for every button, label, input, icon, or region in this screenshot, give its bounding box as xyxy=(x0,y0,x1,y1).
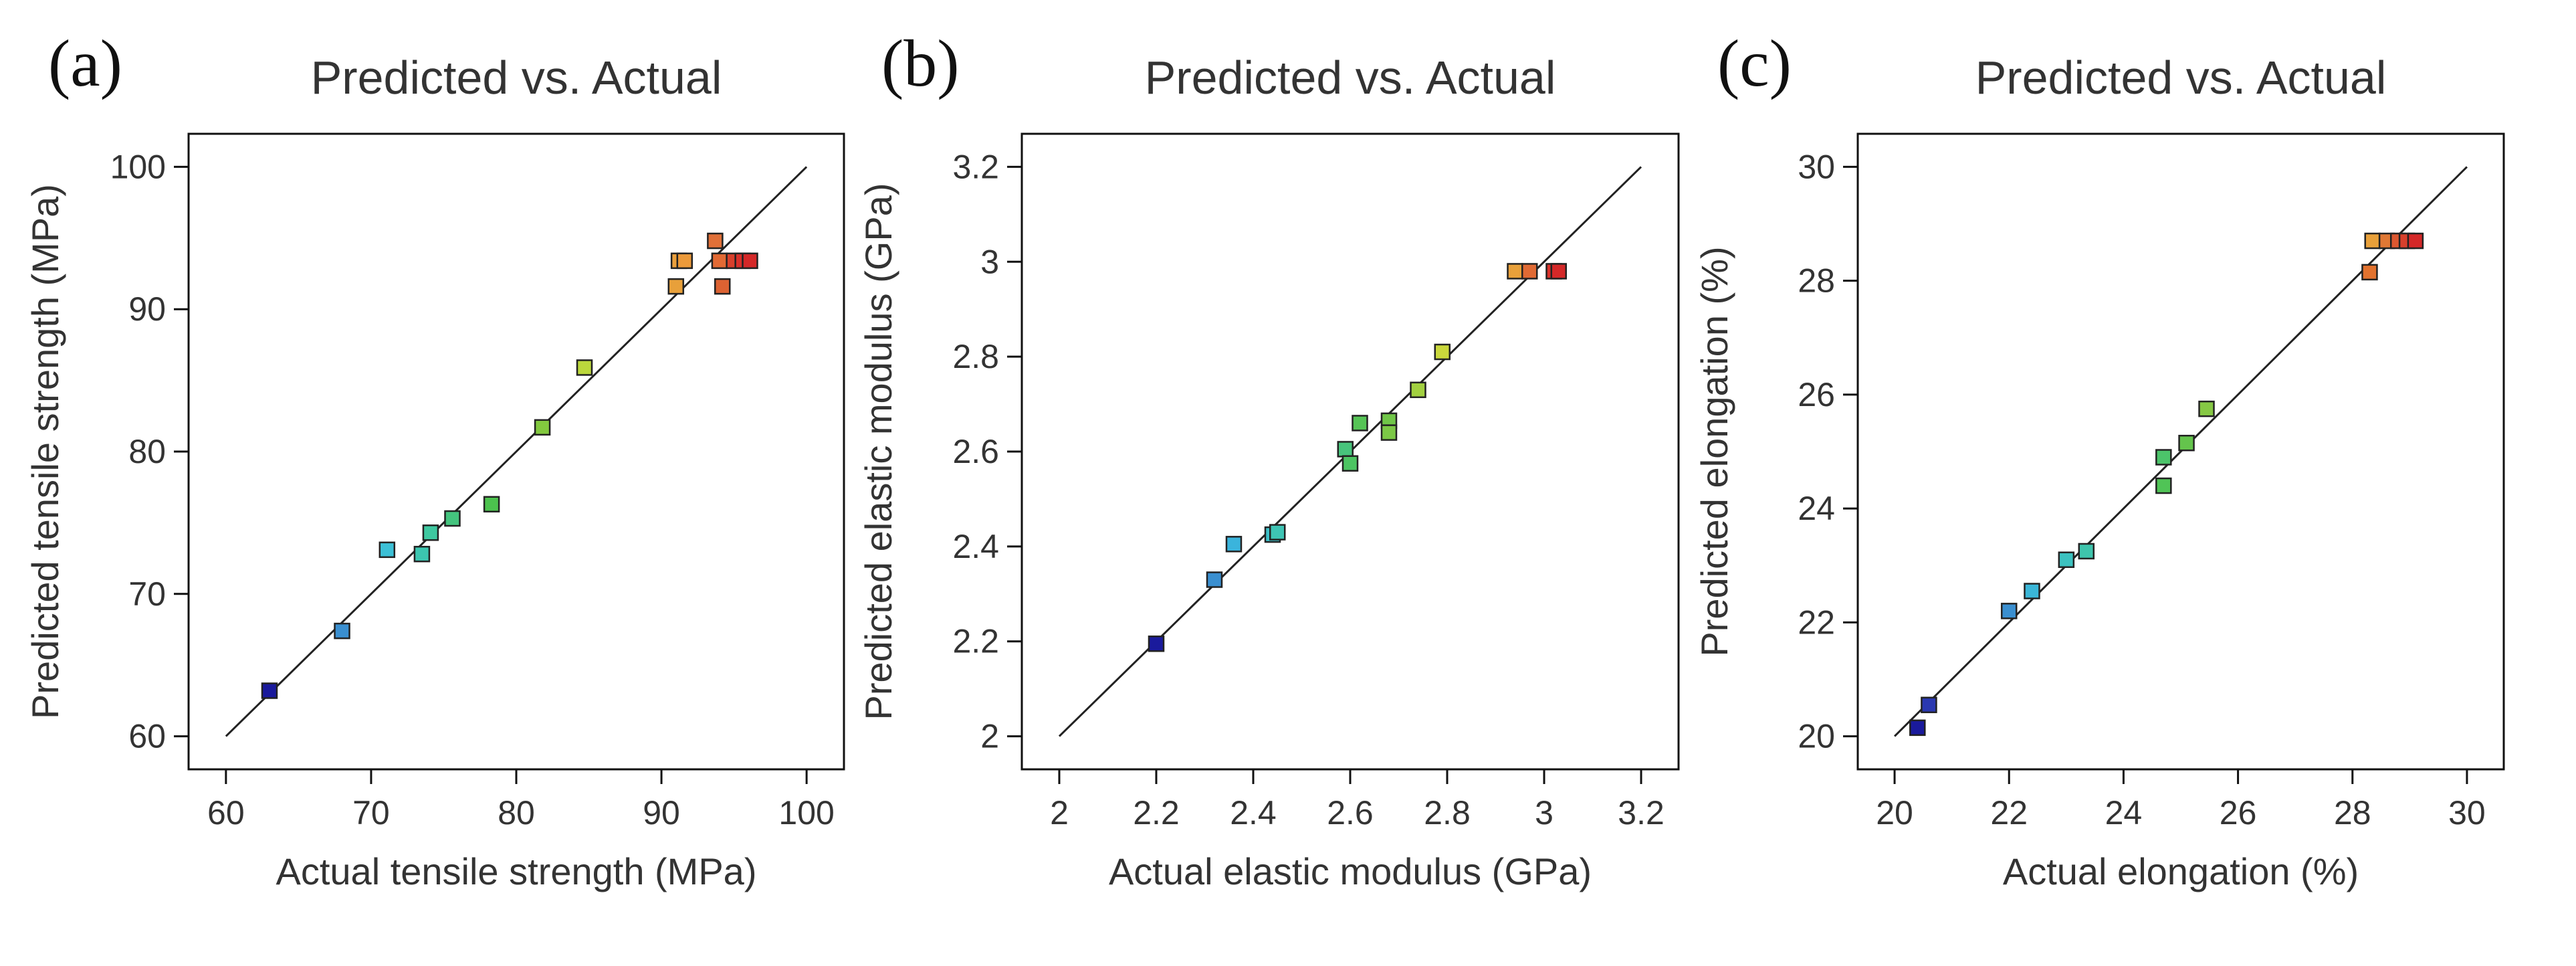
reference-line xyxy=(225,166,808,737)
data-point xyxy=(742,252,758,270)
x-tick-label: 80 xyxy=(498,794,535,832)
data-point xyxy=(1337,441,1354,458)
data-point xyxy=(1225,536,1243,553)
chart-title: Predicted vs. Actual xyxy=(1145,52,1556,104)
data-point xyxy=(707,232,724,250)
x-tick-label: 22 xyxy=(1990,794,2028,832)
data-point xyxy=(2058,551,2075,568)
data-point xyxy=(379,541,396,559)
data-point xyxy=(1380,424,1398,441)
y-tick-label: 80 xyxy=(128,433,166,470)
panel-label: (a) xyxy=(48,26,122,100)
data-point xyxy=(483,496,500,512)
data-point xyxy=(534,419,551,436)
y-tick-label: 90 xyxy=(128,290,166,328)
data-point xyxy=(576,359,593,376)
x-tick-label: 2.4 xyxy=(1230,794,1277,832)
data-point xyxy=(2078,543,2095,560)
y-tick-label: 3.2 xyxy=(952,148,999,185)
data-point xyxy=(413,545,431,563)
x-tick-label: 70 xyxy=(352,794,390,832)
y-axis-label: Predicted elastic modulus (GPa) xyxy=(857,183,899,720)
y-tick-label: 2.6 xyxy=(952,433,999,470)
data-point xyxy=(334,622,350,640)
data-point xyxy=(1410,381,1426,399)
data-point xyxy=(1341,455,1359,472)
y-tick-label: 30 xyxy=(1798,148,1835,185)
y-tick-label: 22 xyxy=(1798,603,1835,641)
data-point xyxy=(2198,400,2215,417)
data-point xyxy=(1507,263,1523,280)
x-tick-label: 90 xyxy=(643,794,680,832)
data-point xyxy=(2407,232,2424,250)
data-point xyxy=(261,682,278,699)
data-point xyxy=(2364,232,2381,250)
data-point xyxy=(667,278,685,295)
x-tick-label: 3.2 xyxy=(1618,794,1665,832)
x-tick-label: 26 xyxy=(2220,794,2257,832)
data-point xyxy=(1921,696,1937,714)
data-point xyxy=(714,278,731,295)
data-point xyxy=(2155,449,2172,466)
chart-panel-1: (a) Predicted vs. Actual 60 70 80 90 100 60 70 80… xyxy=(24,26,845,892)
y-tick-label: 24 xyxy=(1798,490,1835,527)
data-point xyxy=(711,252,728,270)
x-tick-label: 2.8 xyxy=(1424,794,1471,832)
x-tick-label: 100 xyxy=(778,794,834,832)
x-axis-label: Actual elastic modulus (GPa) xyxy=(1109,850,1592,892)
y-axis-label: Predicted tensile strength (MPa) xyxy=(24,184,66,719)
data-point xyxy=(1148,636,1165,652)
y-tick-label: 20 xyxy=(1798,718,1835,755)
y-tick-label: 70 xyxy=(128,575,166,613)
y-tick-label: 26 xyxy=(1798,376,1835,413)
data-point xyxy=(2024,583,2040,599)
plot-frame xyxy=(1856,132,2505,771)
x-tick-label: 60 xyxy=(207,794,245,832)
data-point xyxy=(444,510,461,527)
data-point xyxy=(1909,719,1926,737)
x-tick-label: 2.2 xyxy=(1133,794,1180,832)
y-tick-label: 28 xyxy=(1798,262,1835,300)
y-tick-label: 2 xyxy=(980,718,999,755)
x-tick-label: 30 xyxy=(2448,794,2486,832)
x-axis-label: Actual tensile strength (MPa) xyxy=(276,850,757,892)
reference-line xyxy=(1894,166,2468,737)
x-tick-label: 2 xyxy=(1050,794,1069,832)
data-point xyxy=(1352,415,1368,431)
data-point xyxy=(2361,264,2378,281)
data-point xyxy=(2000,603,2018,619)
data-point xyxy=(1434,343,1451,361)
data-point xyxy=(2155,477,2172,494)
panel-label: (c) xyxy=(1717,26,1792,100)
chart-title: Predicted vs. Actual xyxy=(1975,52,2387,104)
x-tick-label: 3 xyxy=(1535,794,1553,832)
data-point xyxy=(1550,263,1568,280)
y-tick-label: 60 xyxy=(128,718,166,755)
x-tick-label: 2.6 xyxy=(1327,794,1374,832)
chart-panel-2: (b) Predicted vs. Actual 2 2.2 2.4 2.6 2.8 3 3.2… xyxy=(857,26,1680,892)
chart-title: Predicted vs. Actual xyxy=(311,52,722,104)
data-point xyxy=(676,252,693,270)
x-tick-label: 24 xyxy=(2105,794,2143,832)
data-point xyxy=(1269,524,1286,541)
y-tick-label: 2.2 xyxy=(952,623,999,660)
data-point xyxy=(2178,434,2195,452)
data-point xyxy=(422,524,439,541)
data-point xyxy=(1521,263,1538,280)
y-axis-label: Predicted elongation (%) xyxy=(1693,246,1735,656)
y-tick-label: 2.8 xyxy=(952,338,999,375)
x-tick-label: 28 xyxy=(2334,794,2371,832)
data-point xyxy=(1206,571,1223,588)
x-axis-label: Actual elongation (%) xyxy=(2003,850,2359,892)
x-tick-label: 20 xyxy=(1876,794,1913,832)
panel-label: (b) xyxy=(881,26,960,100)
chart-panel-3: (c) Predicted vs. Actual 20 22 24 26 28 30 20 22 2… xyxy=(1693,26,2505,892)
y-tick-label: 3 xyxy=(980,243,999,280)
y-tick-label: 100 xyxy=(110,148,166,185)
y-tick-label: 2.4 xyxy=(952,528,999,565)
